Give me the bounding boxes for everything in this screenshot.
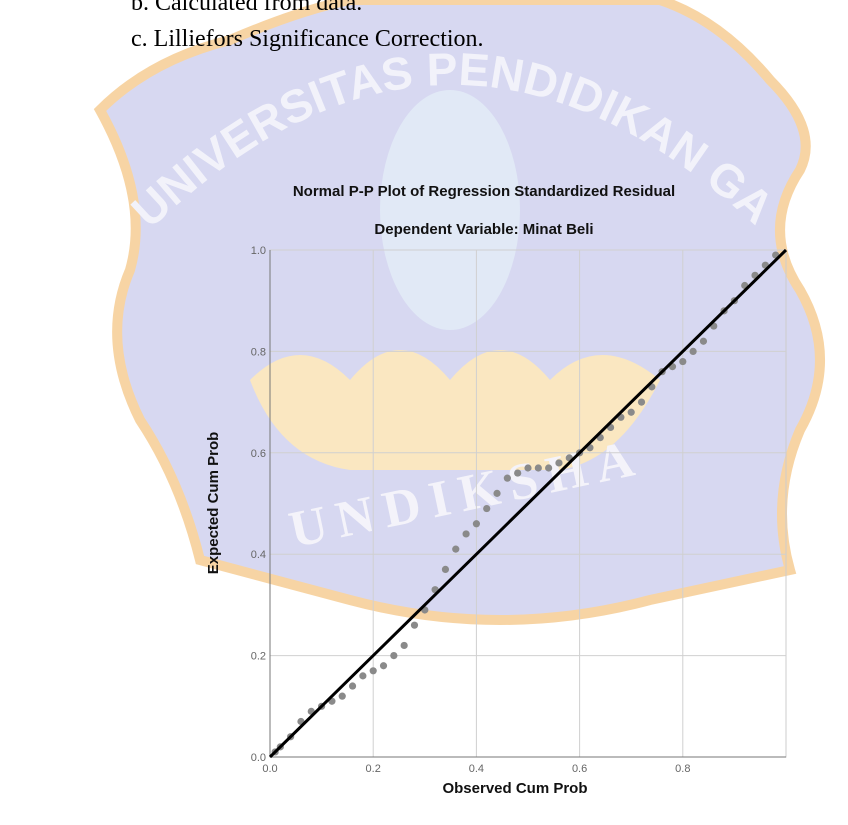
data-point	[493, 489, 501, 497]
data-point	[348, 682, 357, 690]
x-axis-label: Observed Cum Prob	[442, 780, 587, 797]
note: c. Lilliefors Significance Correction.	[131, 26, 484, 52]
data-point	[534, 464, 542, 472]
data-point	[545, 464, 553, 472]
data-point	[462, 530, 470, 538]
data-point	[503, 474, 511, 482]
data-point	[452, 545, 460, 553]
data-point	[699, 337, 708, 345]
note: b. Calculated from data.	[131, 0, 362, 16]
data-point	[472, 520, 480, 528]
x-tick-label: 0.0	[262, 763, 277, 775]
data-point	[441, 565, 450, 574]
y-tick-label: 0.4	[251, 549, 266, 561]
y-tick-label: 0.6	[251, 448, 266, 460]
data-point	[379, 662, 388, 670]
plot-area: 0.0 0.2 0.4 0.6 0.8 0.0 0.2 0.4 0.6 0.8 1.0	[251, 245, 788, 775]
y-tick-label: 1.0	[251, 245, 266, 257]
data-point	[689, 347, 697, 355]
chart-subtitle: Dependent Variable: Minat Beli	[374, 221, 593, 238]
data-point	[410, 621, 419, 629]
chart-title: Normal P-P Plot of Regression Standardiz…	[293, 183, 675, 200]
data-point	[369, 667, 377, 675]
data-point	[359, 672, 367, 680]
y-tick-label: 0.2	[251, 651, 266, 663]
data-point	[637, 398, 646, 406]
data-point	[524, 464, 532, 472]
watermark-emblem: UNIVERSITAS PENDIDIKAN GANESHA UNDIKSHA	[0, 0, 825, 625]
y-tick-label: 0.8	[251, 346, 266, 358]
data-point	[514, 469, 522, 477]
data-point	[483, 504, 491, 513]
data-point	[400, 641, 408, 650]
data-point	[390, 652, 398, 660]
data-point	[338, 692, 346, 700]
x-tick-label: 0.4	[469, 763, 484, 775]
x-tick-label: 0.8	[675, 763, 690, 775]
data-point	[555, 459, 563, 467]
x-tick-label: 0.2	[366, 763, 381, 775]
reference-line	[268, 248, 788, 759]
data-point	[627, 408, 635, 416]
data-point	[679, 357, 687, 366]
y-axis-label: Expected Cum Prob	[205, 432, 222, 575]
x-tick-label: 0.6	[572, 763, 587, 775]
y-tick-label: 0.0	[251, 752, 266, 764]
